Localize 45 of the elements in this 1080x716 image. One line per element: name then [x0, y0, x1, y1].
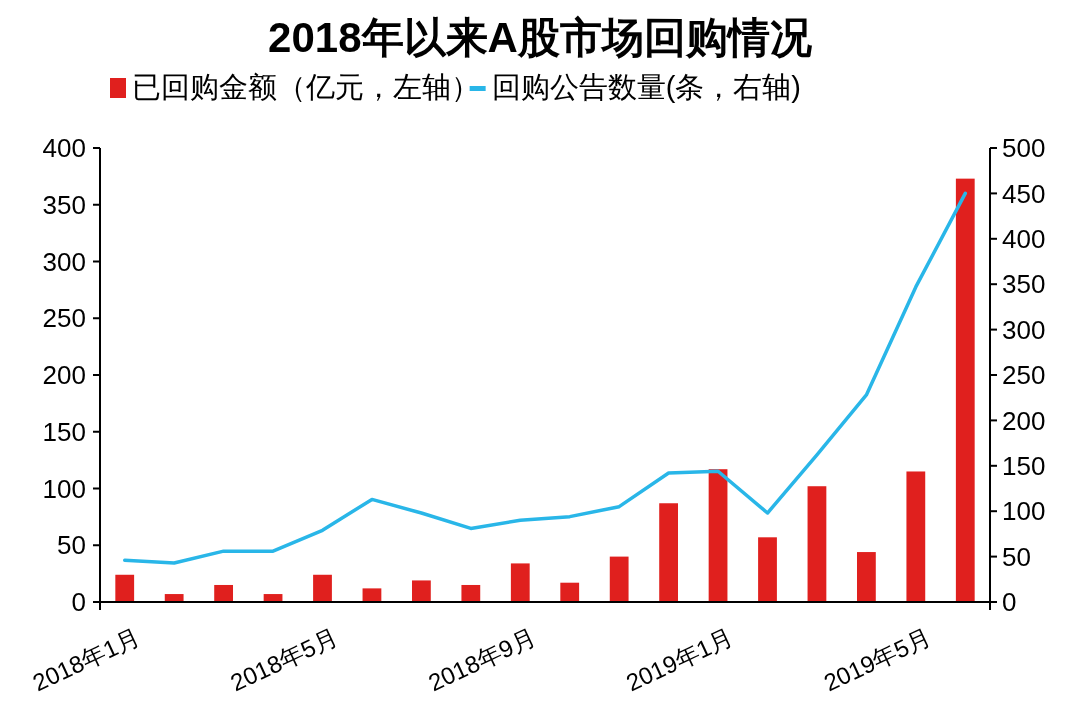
- bar: [461, 584, 481, 602]
- y2-tick-label: 300: [1002, 314, 1046, 345]
- bar: [115, 574, 135, 602]
- bar: [856, 552, 876, 602]
- y-tick-label: 350: [42, 189, 86, 220]
- x-tick-label: 2018年1月: [28, 623, 144, 697]
- y2-tick-label: 400: [1002, 223, 1046, 254]
- legend-label: 已回购金额（亿元，左轴）: [132, 71, 480, 103]
- y2-tick-label: 450: [1002, 178, 1046, 209]
- bar: [807, 486, 827, 602]
- bar: [659, 503, 679, 602]
- bar: [708, 469, 728, 602]
- y-tick-label: 0: [71, 587, 86, 618]
- x-tick-label: 2018年5月: [226, 623, 342, 697]
- y2-tick-label: 50: [1002, 541, 1031, 572]
- y2-tick-label: 500: [1002, 133, 1046, 164]
- y2-tick-label: 100: [1002, 496, 1046, 527]
- y-tick-label: 50: [57, 530, 86, 561]
- y2-tick-label: 250: [1002, 360, 1046, 391]
- legend-label: 回购公告数量(条，右轴): [491, 71, 801, 103]
- chart-title: 2018年以来A股市场回购情况: [268, 14, 812, 61]
- bar: [758, 537, 777, 602]
- y-tick-label: 150: [42, 416, 86, 447]
- bar: [510, 563, 530, 602]
- y-tick-label: 400: [42, 133, 86, 164]
- y-tick-label: 250: [42, 303, 86, 334]
- bar: [955, 178, 975, 602]
- y-tick-label: 100: [42, 473, 86, 504]
- bar: [609, 556, 629, 602]
- y-tick-label: 300: [42, 246, 86, 277]
- bar: [411, 580, 431, 602]
- bar: [906, 471, 926, 602]
- y2-tick-label: 200: [1002, 405, 1046, 436]
- y2-tick-label: 350: [1002, 269, 1046, 300]
- bar: [362, 588, 382, 602]
- x-tick-label: 2019年5月: [819, 623, 936, 697]
- y2-tick-label: 0: [1002, 587, 1017, 618]
- bar: [560, 582, 580, 602]
- bar: [214, 584, 234, 602]
- y-tick-label: 200: [42, 360, 86, 391]
- line-series: [122, 191, 968, 565]
- x-tick-label: 2018年9月: [424, 623, 540, 697]
- y2-tick-label: 150: [1002, 450, 1046, 481]
- x-tick-label: 2019年1月: [621, 623, 738, 697]
- bar: [313, 574, 332, 602]
